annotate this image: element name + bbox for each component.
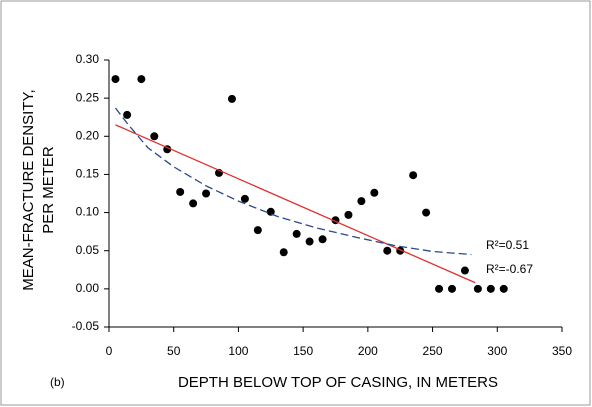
trend-line xyxy=(114,107,472,256)
point xyxy=(240,194,249,203)
y-tick-label: 0.25 xyxy=(76,90,100,104)
x-tick-label: 200 xyxy=(358,344,378,358)
point xyxy=(292,229,301,238)
point xyxy=(305,237,314,246)
point xyxy=(202,189,211,198)
point xyxy=(150,132,159,141)
x-tick-label: 0 xyxy=(106,344,113,358)
point xyxy=(189,199,198,208)
point xyxy=(137,75,146,84)
y-tick-label: 0.00 xyxy=(76,281,100,295)
point xyxy=(123,110,132,119)
y-tick-label: -0.05 xyxy=(72,319,100,333)
point xyxy=(383,246,392,255)
y-tick-label: 0.30 xyxy=(76,52,100,66)
point xyxy=(422,208,431,217)
y-tick-label: 0.10 xyxy=(76,205,100,219)
y-tick-label: 0.20 xyxy=(76,128,100,142)
y-axis-title: MEAN-FRACTURE DENSITY, xyxy=(20,89,37,290)
x-tick-label: 50 xyxy=(167,344,181,358)
point xyxy=(253,226,262,235)
point xyxy=(344,210,353,219)
x-tick-label: 100 xyxy=(228,344,248,358)
y-tick-label: 0.05 xyxy=(76,243,100,257)
point xyxy=(435,284,444,293)
point xyxy=(447,284,456,293)
point xyxy=(370,188,379,197)
x-tick-label: 350 xyxy=(552,344,572,358)
y-axis-title: PER METER xyxy=(40,146,57,234)
point xyxy=(409,171,418,180)
y-tick-label: 0.15 xyxy=(76,167,100,181)
point xyxy=(227,94,236,103)
point xyxy=(473,284,482,293)
point xyxy=(111,75,120,84)
annotation: R²=-0.67 xyxy=(486,262,533,276)
point xyxy=(176,187,185,196)
x-axis-title: DEPTH BELOW TOP OF CASING, IN METERS xyxy=(178,374,498,391)
point xyxy=(460,266,469,275)
point xyxy=(279,248,288,257)
x-tick-label: 300 xyxy=(487,344,507,358)
point xyxy=(318,235,327,244)
annotation: R²=0.51 xyxy=(486,238,529,252)
trend-line xyxy=(115,124,476,284)
x-tick-label: 250 xyxy=(423,344,443,358)
point xyxy=(357,197,366,206)
point xyxy=(499,284,508,293)
point xyxy=(266,207,275,216)
point xyxy=(486,284,495,293)
panel-label: (b) xyxy=(50,375,65,389)
x-tick-label: 150 xyxy=(293,344,313,358)
